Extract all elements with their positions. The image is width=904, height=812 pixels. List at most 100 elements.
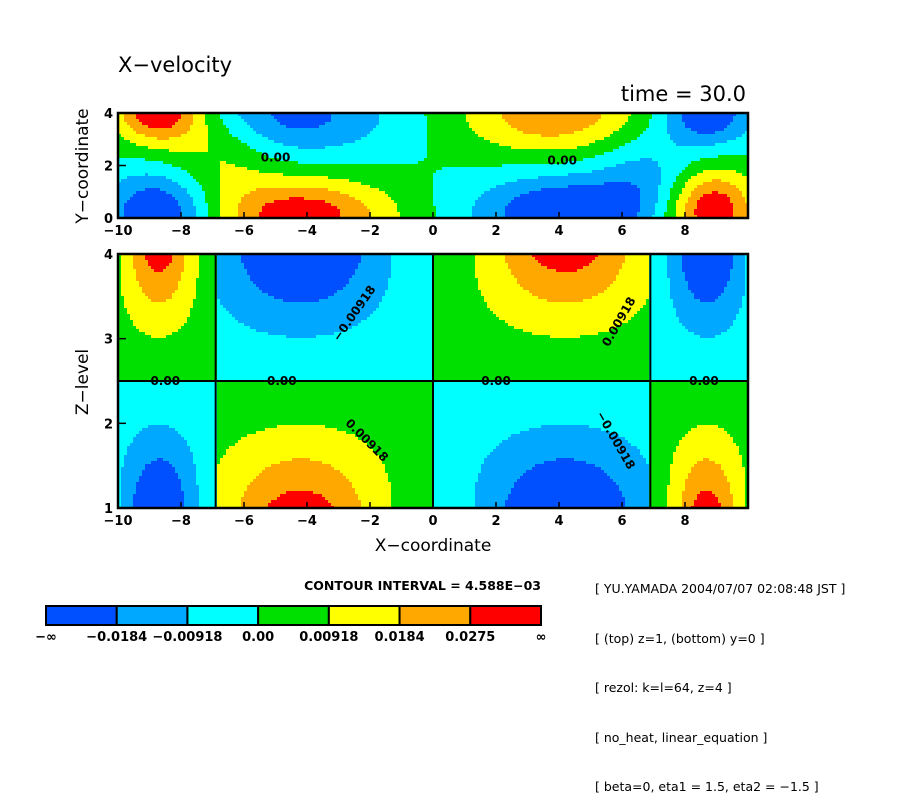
contour-cell (574, 122, 578, 126)
contour-cell (142, 149, 146, 153)
contour-cell (481, 179, 485, 183)
contour-cell (166, 134, 170, 138)
contour-cell (274, 152, 278, 156)
contour-cell (430, 125, 434, 129)
contour-cell (205, 143, 209, 147)
contour-cell (649, 122, 653, 126)
contour-cell (520, 140, 524, 144)
contour-cell (553, 176, 557, 180)
contour-cell (349, 179, 353, 183)
contour-cell (598, 176, 602, 180)
contour-cell (304, 128, 308, 132)
contour-cell (238, 125, 242, 129)
contour-cell (124, 149, 128, 153)
contour-cell (334, 128, 338, 132)
contour-cell (394, 161, 398, 165)
contour-cell (265, 170, 269, 174)
contour-cell (691, 173, 695, 177)
contour-cell (400, 116, 404, 120)
contour-cell (676, 167, 680, 171)
contour-cell (310, 116, 314, 120)
contour-cell (130, 146, 134, 150)
contour-cell (376, 170, 380, 174)
contour-cell (511, 173, 515, 177)
contour-cell (121, 128, 125, 132)
contour-cell (724, 131, 728, 135)
contour-cell (544, 152, 548, 156)
contour-cell (124, 170, 128, 174)
contour-cell (247, 125, 251, 129)
contour-cell (460, 179, 464, 183)
contour-cell (358, 164, 362, 168)
contour-cell (382, 122, 386, 126)
contour-cell (724, 158, 728, 162)
contour-cell (733, 119, 737, 123)
contour-cell (328, 131, 332, 135)
contour-cell (310, 167, 314, 171)
contour-cell (271, 167, 275, 171)
contour-cell (568, 158, 572, 162)
contour-cell (463, 125, 467, 129)
contour-cell (646, 119, 650, 123)
contour-cell (145, 155, 149, 159)
contour-cell (427, 116, 431, 120)
contour-cell (412, 119, 416, 123)
contour-cell (475, 155, 479, 159)
contour-cell (451, 179, 455, 183)
contour-cell (607, 122, 611, 126)
contour-cell (742, 143, 746, 147)
contour-cell (460, 146, 464, 150)
contour-cell (622, 176, 626, 180)
contour-cell (532, 143, 536, 147)
contour-cell (202, 179, 206, 183)
contour-cell (148, 161, 152, 165)
contour-cell (517, 131, 521, 135)
contour-cell (325, 125, 329, 129)
contour-cell (439, 173, 443, 177)
contour-cell (202, 170, 206, 174)
contour-cell (295, 176, 299, 180)
contour-cell (445, 167, 449, 171)
contour-cell (583, 152, 587, 156)
contour-cell (418, 167, 422, 171)
contour-cell (319, 134, 323, 138)
contour-cell (538, 134, 542, 138)
contour-cell (205, 164, 209, 168)
contour-cell (181, 122, 185, 126)
contour-cell (247, 176, 251, 180)
contour-cell (622, 134, 626, 138)
contour-cell (610, 146, 614, 150)
contour-cell (226, 116, 230, 120)
contour-cell (634, 137, 638, 141)
contour-cell (178, 134, 182, 138)
contour-cell (463, 167, 467, 171)
contour-cell (505, 158, 509, 162)
contour-cell (442, 125, 446, 129)
contour-cell (541, 179, 545, 183)
contour-cell (565, 128, 569, 132)
contour-cell (178, 122, 182, 126)
contour-cell (724, 137, 728, 141)
contour-cell (298, 173, 302, 177)
contour-cell (316, 155, 320, 159)
contour-cell (418, 170, 422, 174)
contour-cell (529, 179, 533, 183)
contour-cell (235, 164, 239, 168)
contour-cell (652, 146, 656, 150)
contour-cell (376, 152, 380, 156)
contour-cell (370, 170, 374, 174)
contour-cell (400, 128, 404, 132)
contour-cell (190, 149, 194, 153)
contour-cell (673, 179, 677, 183)
contour-cell (448, 143, 452, 147)
contour-cell (421, 179, 425, 183)
contour-cell (496, 131, 500, 135)
contour-cell (349, 158, 353, 162)
contour-cell (205, 170, 209, 174)
contour-cell (664, 140, 668, 144)
contour-cell (727, 134, 731, 138)
contour-cell (232, 173, 236, 177)
contour-cell (460, 155, 464, 159)
contour-cell (166, 143, 170, 147)
contour-cell (412, 122, 416, 126)
